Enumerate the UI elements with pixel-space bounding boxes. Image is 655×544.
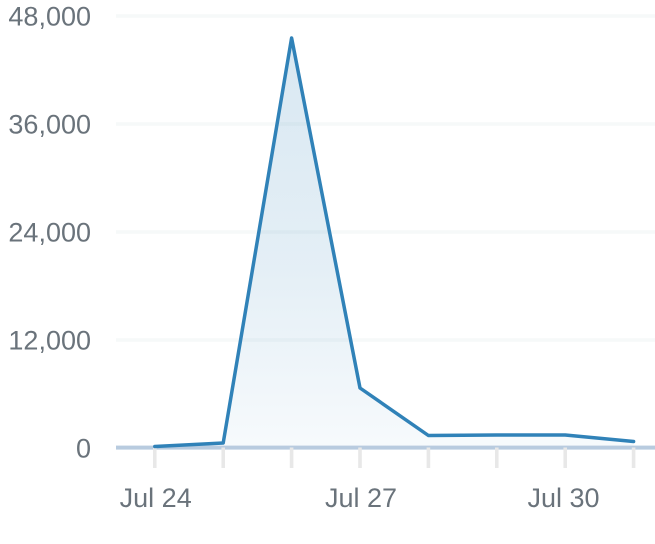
svg-text:12,000: 12,000 bbox=[8, 325, 91, 355]
svg-text:24,000: 24,000 bbox=[8, 217, 91, 247]
svg-text:48,000: 48,000 bbox=[8, 1, 91, 31]
svg-text:Jul 27: Jul 27 bbox=[325, 483, 397, 513]
svg-text:Jul 24: Jul 24 bbox=[120, 483, 192, 513]
svg-text:Jul 30: Jul 30 bbox=[527, 483, 599, 513]
svg-text:36,000: 36,000 bbox=[8, 109, 91, 139]
svg-text:0: 0 bbox=[76, 433, 91, 463]
